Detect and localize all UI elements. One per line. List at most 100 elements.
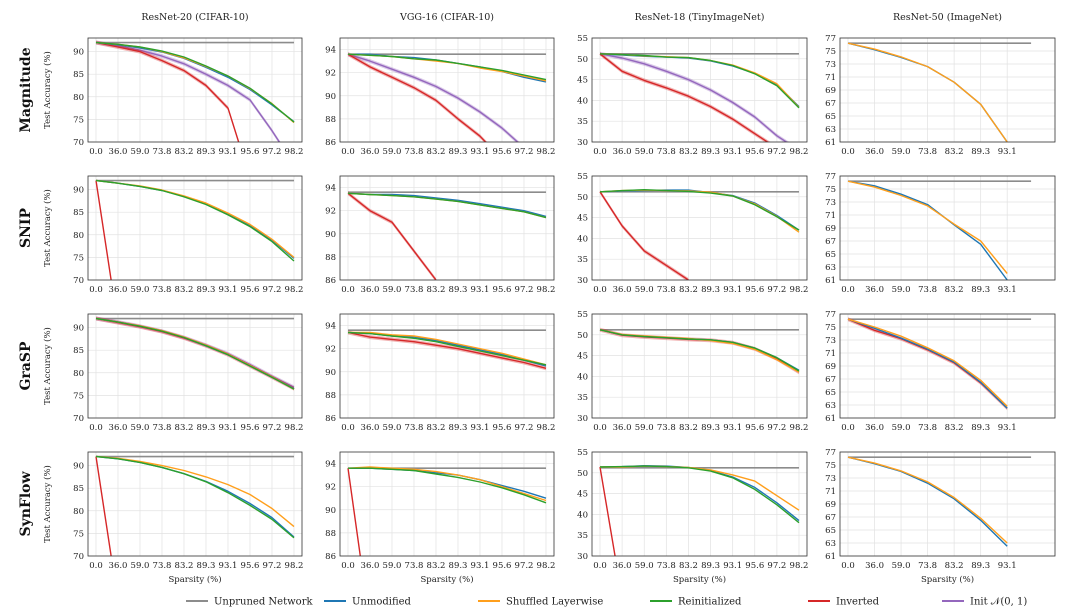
y-tick-label: 55 [577, 448, 588, 458]
x-tick-label: 36.0 [361, 561, 380, 571]
x-tick-label: 95.6 [493, 423, 512, 433]
x-tick-label: 89.3 [971, 285, 990, 295]
x-tick-label: 93.1 [471, 561, 490, 571]
y-tick-label: 86 [325, 414, 336, 424]
x-tick-label: 93.1 [723, 285, 742, 295]
x-tick-label: 73.8 [657, 423, 676, 433]
y-tick-label: 88 [325, 115, 336, 125]
row-title: SynFlow [18, 471, 34, 537]
y-tick-label: 73 [825, 60, 836, 70]
y-tick-label: 80 [73, 369, 84, 379]
y-tick-label: 77 [825, 172, 836, 182]
x-tick-label: 89.3 [971, 423, 990, 433]
x-tick-label: 36.0 [109, 561, 128, 571]
y-tick-label: 75 [73, 529, 84, 539]
panel-frame [591, 313, 808, 419]
y-tick-label: 73 [825, 474, 836, 484]
init-band [348, 52, 520, 142]
shuffled-line [348, 331, 547, 366]
y-tick-label: 85 [73, 346, 84, 356]
legend-label-unpruned: Unpruned Network [214, 597, 313, 608]
init-line [95, 317, 295, 388]
unmodified-line [599, 465, 800, 522]
x-tick-label: 97.2 [767, 285, 786, 295]
x-tick-label: 93.1 [998, 423, 1017, 433]
x-tick-label: 95.6 [745, 561, 764, 571]
unmodified-line [847, 318, 1008, 409]
x-axis-label: Sparsity (%) [168, 574, 221, 585]
y-tick-label: 50 [577, 55, 588, 65]
y-tick-label: 70 [73, 552, 84, 562]
y-tick-label: 75 [825, 47, 836, 57]
panel-frame [87, 313, 303, 419]
y-tick-label: 65 [825, 250, 836, 260]
x-tick-label: 97.2 [263, 285, 282, 295]
x-tick-label: 36.0 [865, 561, 884, 571]
inverted-band [96, 40, 240, 142]
y-tick-label: 75 [825, 461, 836, 471]
x-tick-label: 0.0 [341, 423, 355, 433]
x-tick-label: 0.0 [89, 423, 103, 433]
x-tick-label: 73.8 [405, 147, 424, 157]
y-tick-label: 92 [325, 207, 336, 217]
x-tick-label: 93.1 [998, 147, 1017, 157]
x-tick-label: 73.8 [405, 561, 424, 571]
shuffled-line [847, 456, 1008, 544]
y-axis-label: Test Accuracy (%) [42, 51, 53, 129]
x-tick-label: 98.2 [790, 285, 809, 295]
series-group [847, 317, 1032, 411]
panel-0-1: 86 88 90 92 94 0.0 36.0 59.0 73.8 83.2 89.3 93.1 95.… [325, 37, 555, 157]
x-tick-label: 73.8 [153, 561, 172, 571]
x-tick-label: 83.2 [679, 561, 698, 571]
x-tick-label: 93.1 [219, 561, 238, 571]
unmodified-line [348, 53, 547, 83]
x-tick-label: 93.1 [723, 561, 742, 571]
x-tick-label: 89.3 [197, 147, 216, 157]
y-tick-label: 88 [325, 253, 336, 263]
y-tick-label: 92 [325, 69, 336, 79]
x-tick-label: 89.3 [701, 423, 720, 433]
y-tick-label: 45 [577, 490, 588, 500]
panel-2-0: 70 75 80 85 90 0.0 36.0 59.0 73.8 83.2 89.3 93.1 95.… [42, 313, 303, 433]
unmodified-line [847, 180, 1008, 280]
init-line [95, 41, 281, 142]
y-tick-label: 30 [577, 552, 588, 562]
shuffled-line [95, 41, 295, 124]
y-tick-label: 75 [73, 253, 84, 263]
y-tick-label: 90 [325, 506, 336, 516]
y-tick-label: 61 [825, 138, 836, 148]
inverted-line [95, 41, 240, 142]
x-tick-label: 36.0 [613, 561, 632, 571]
y-tick-label: 73 [825, 336, 836, 346]
y-tick-label: 63 [825, 125, 836, 135]
panel-1-0: 70 75 80 85 90 0.0 36.0 59.0 73.8 83.2 89.3 93.1 95.… [42, 175, 304, 295]
x-tick-label: 0.0 [841, 147, 855, 157]
y-tick-label: 94 [325, 46, 336, 56]
y-tick-label: 94 [325, 322, 336, 332]
panel-frame [339, 175, 555, 281]
x-tick-label: 95.6 [493, 285, 512, 295]
panel-frame [839, 37, 1056, 143]
reinit-line [95, 317, 295, 390]
x-tick-label: 36.0 [865, 285, 884, 295]
x-tick-label: 59.0 [635, 147, 654, 157]
y-tick-label: 40 [577, 234, 588, 244]
y-tick-label: 80 [73, 93, 84, 103]
row-title: GraSP [18, 341, 34, 391]
y-tick-label: 90 [325, 92, 336, 102]
panel-1-1: 86 88 90 92 94 0.0 36.0 59.0 73.8 83.2 89.3 93.1 95.… [325, 175, 555, 295]
x-tick-label: 98.2 [285, 285, 304, 295]
shuffled-line [95, 455, 295, 528]
shuffled-line [95, 317, 295, 390]
x-tick-label: 59.0 [635, 285, 654, 295]
series-group [599, 465, 800, 556]
x-tick-label: 97.2 [263, 423, 282, 433]
reinit-line [347, 192, 547, 219]
x-tick-label: 89.3 [971, 147, 990, 157]
x-tick-label: 0.0 [841, 561, 855, 571]
inverted-band [96, 316, 294, 391]
x-tick-label: 59.0 [892, 561, 911, 571]
y-tick-label: 55 [577, 172, 588, 182]
